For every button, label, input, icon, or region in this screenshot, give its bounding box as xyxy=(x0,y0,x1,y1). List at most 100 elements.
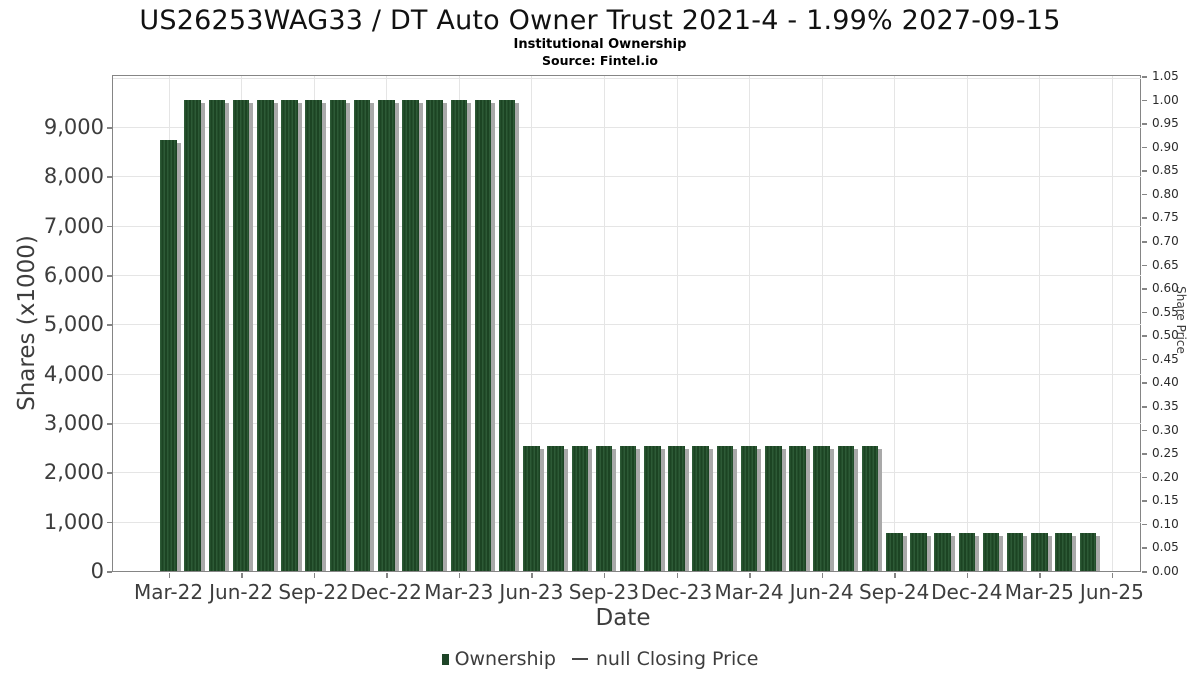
x-tick-label: Jun-22 xyxy=(209,580,274,604)
ownership-bar[interactable] xyxy=(813,446,834,571)
legend-item-ownership[interactable]: Ownership xyxy=(441,648,556,670)
ownership-bar[interactable] xyxy=(789,446,810,571)
x-tick-label: Mar-22 xyxy=(133,580,204,604)
ownership-bar[interactable] xyxy=(692,446,713,571)
y-axis-right-tick xyxy=(1142,523,1147,526)
y-axis-left-tick xyxy=(107,472,112,474)
ownership-bar[interactable] xyxy=(498,99,519,572)
ownership-bar[interactable] xyxy=(208,99,229,572)
ownership-bar[interactable] xyxy=(595,446,616,571)
ownership-bar[interactable] xyxy=(378,99,398,572)
ownership-series-swatch-icon xyxy=(441,653,449,665)
y-left-tick-label: 5,000 xyxy=(43,312,104,337)
y-left-tick-label: 6,000 xyxy=(43,263,104,287)
ownership-bar[interactable] xyxy=(160,139,181,572)
y-axis-right-tick xyxy=(1142,288,1147,290)
ownership-bar[interactable] xyxy=(982,532,1003,571)
ownership-bar[interactable] xyxy=(1006,532,1027,571)
ownership-bar[interactable] xyxy=(257,99,277,572)
chart-subtitle: Institutional Ownership xyxy=(513,37,687,52)
x-tick-label: Jun-23 xyxy=(499,580,564,604)
x-axis-tick xyxy=(531,572,533,578)
y-right-tick-label: 1.00 xyxy=(1152,92,1179,107)
ownership-bar[interactable] xyxy=(426,99,447,572)
y-axis-right-tick xyxy=(1142,476,1147,479)
x-tick-label: Mar-23 xyxy=(424,580,494,604)
ownership-bar[interactable] xyxy=(886,532,906,571)
ownership-bar[interactable] xyxy=(958,532,979,571)
ownership-bar[interactable] xyxy=(402,99,422,572)
x-tick-label: Dec-24 xyxy=(931,580,1003,604)
ownership-bar[interactable] xyxy=(523,446,543,571)
ownership-bar[interactable] xyxy=(571,446,592,571)
x-tick-label: Mar-25 xyxy=(1004,580,1074,604)
y-axis-right-tick xyxy=(1142,358,1147,361)
chart-source: Source: Fintel.io xyxy=(542,53,658,68)
ownership-bar[interactable] xyxy=(1055,532,1076,571)
x-axis-tick xyxy=(241,572,243,578)
ownership-bar[interactable] xyxy=(668,446,689,571)
x-axis-tick xyxy=(1039,572,1041,578)
x-axis-tick xyxy=(749,572,751,578)
ownership-bar[interactable] xyxy=(765,446,785,571)
y-right-tick-label: 0.15 xyxy=(1152,493,1179,508)
ownership-bar[interactable] xyxy=(910,532,930,571)
y-left-tick-label: 8,000 xyxy=(43,164,104,189)
y-right-tick-label: 0.10 xyxy=(1152,516,1179,531)
chart-legend: Ownership null Closing Price xyxy=(0,646,1200,672)
ownership-bar[interactable] xyxy=(1079,532,1100,571)
y-right-tick-label: 0.80 xyxy=(1152,186,1179,201)
y-left-tick-label: 3,000 xyxy=(43,411,104,435)
ownership-bar[interactable] xyxy=(740,446,761,571)
y-right-tick-label: 0.35 xyxy=(1152,399,1179,413)
gridline-horizontal xyxy=(113,176,1141,178)
ownership-bar[interactable] xyxy=(1031,532,1051,571)
ownership-bar[interactable] xyxy=(450,99,471,572)
y-left-tick-label: 4,000 xyxy=(43,361,104,386)
x-axis-tick xyxy=(168,572,170,578)
y-axis-right-tick xyxy=(1142,146,1147,149)
ownership-bar[interactable] xyxy=(861,446,882,571)
ownership-bar[interactable] xyxy=(619,446,640,571)
gridline-vertical xyxy=(821,76,823,571)
x-tick-label: Jun-24 xyxy=(789,580,854,604)
legend-item-closing-price[interactable]: null Closing Price xyxy=(556,648,759,670)
y-axis-left-tick xyxy=(107,176,112,178)
gridline-horizontal xyxy=(113,275,1141,276)
ownership-bar[interactable] xyxy=(474,99,495,572)
ownership-bar[interactable] xyxy=(305,99,326,572)
x-tick-label: Sep-23 xyxy=(568,580,640,604)
y-right-tick-label: 0.85 xyxy=(1152,163,1179,178)
ownership-bar[interactable] xyxy=(547,446,568,571)
x-tick-label: Mar-24 xyxy=(714,580,784,604)
ownership-bar[interactable] xyxy=(184,99,205,572)
ownership-bar[interactable] xyxy=(232,99,253,572)
x-axis-title-date: Date xyxy=(595,605,651,631)
y-right-tick-label: 0.30 xyxy=(1152,422,1179,437)
ownership-bar[interactable] xyxy=(329,99,350,572)
ownership-bar[interactable] xyxy=(837,446,858,571)
y-axis-right-tick xyxy=(1142,170,1147,172)
x-axis-tick xyxy=(603,572,606,578)
x-axis-tick xyxy=(458,572,461,578)
y-axis-right-tick xyxy=(1142,453,1147,455)
ownership-bar[interactable] xyxy=(281,99,302,572)
y-right-tick-label: 0.55 xyxy=(1152,304,1179,319)
ownership-bar[interactable] xyxy=(934,532,955,571)
y-axis-title-share-price: Share Price xyxy=(1174,286,1188,354)
ownership-bar[interactable] xyxy=(716,446,737,571)
gridline-horizontal xyxy=(113,77,1141,79)
y-axis-right-tick xyxy=(1142,241,1147,243)
y-axis-right-tick xyxy=(1142,571,1147,573)
y-right-tick-label: 0.70 xyxy=(1152,234,1179,248)
y-right-tick-label: 0.95 xyxy=(1152,116,1179,131)
x-tick-label: Jun-25 xyxy=(1079,580,1144,604)
legend-label-closing-price: null Closing Price xyxy=(595,648,759,670)
y-left-tick-label: 2,000 xyxy=(43,460,104,485)
ownership-bar[interactable] xyxy=(644,446,664,571)
ownership-bar[interactable] xyxy=(353,99,374,572)
y-right-tick-label: 0.50 xyxy=(1152,328,1179,343)
y-axis-right-tick xyxy=(1142,382,1147,384)
gridline-vertical xyxy=(603,76,605,571)
x-tick-label: Sep-22 xyxy=(278,580,349,604)
